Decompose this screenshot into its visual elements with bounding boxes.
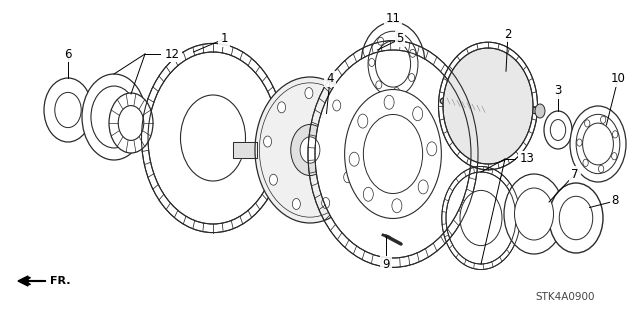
Ellipse shape (544, 111, 572, 149)
Ellipse shape (583, 159, 588, 167)
Ellipse shape (91, 86, 137, 148)
Ellipse shape (408, 73, 415, 81)
Polygon shape (363, 142, 385, 158)
Ellipse shape (264, 136, 271, 147)
Ellipse shape (300, 137, 320, 163)
Ellipse shape (460, 190, 502, 246)
Ellipse shape (322, 197, 330, 209)
Ellipse shape (600, 116, 606, 123)
Ellipse shape (392, 199, 402, 213)
Ellipse shape (368, 31, 418, 97)
Ellipse shape (376, 41, 411, 87)
Ellipse shape (550, 120, 566, 140)
Text: 2: 2 (504, 27, 512, 41)
Ellipse shape (55, 93, 81, 128)
Ellipse shape (446, 172, 516, 264)
Ellipse shape (278, 102, 285, 113)
Ellipse shape (148, 52, 278, 224)
Text: 11: 11 (385, 12, 401, 26)
Ellipse shape (180, 95, 246, 181)
Polygon shape (18, 276, 28, 286)
Ellipse shape (504, 174, 564, 254)
Ellipse shape (364, 115, 422, 194)
Ellipse shape (82, 74, 146, 160)
Ellipse shape (584, 120, 590, 127)
Text: 8: 8 (611, 195, 619, 207)
Ellipse shape (394, 87, 399, 95)
Text: 4: 4 (326, 72, 333, 85)
Text: 1: 1 (220, 33, 228, 46)
Text: 6: 6 (64, 48, 72, 61)
Ellipse shape (333, 100, 340, 111)
Ellipse shape (598, 165, 604, 173)
Ellipse shape (582, 123, 613, 165)
Ellipse shape (384, 95, 394, 109)
Ellipse shape (349, 152, 359, 166)
Ellipse shape (612, 131, 618, 138)
Ellipse shape (369, 58, 375, 66)
Ellipse shape (118, 106, 144, 140)
Ellipse shape (378, 37, 384, 45)
Ellipse shape (549, 183, 603, 253)
Text: FR.: FR. (50, 276, 70, 286)
Ellipse shape (315, 50, 471, 258)
Text: 10: 10 (611, 72, 625, 85)
Ellipse shape (570, 106, 626, 182)
Ellipse shape (364, 187, 373, 201)
Ellipse shape (427, 142, 437, 156)
Ellipse shape (344, 90, 442, 219)
Ellipse shape (576, 114, 620, 174)
Ellipse shape (515, 188, 554, 240)
Text: 9: 9 (382, 257, 390, 271)
Ellipse shape (292, 198, 300, 210)
Ellipse shape (344, 172, 352, 183)
Ellipse shape (535, 104, 545, 118)
Ellipse shape (291, 124, 329, 175)
Text: 5: 5 (396, 33, 404, 46)
Ellipse shape (559, 196, 593, 240)
Polygon shape (233, 142, 257, 158)
Ellipse shape (413, 107, 422, 121)
Text: 3: 3 (554, 85, 562, 98)
Ellipse shape (44, 78, 92, 142)
Ellipse shape (418, 180, 428, 194)
Ellipse shape (255, 77, 365, 223)
Ellipse shape (612, 152, 617, 160)
Ellipse shape (410, 49, 416, 57)
Ellipse shape (443, 48, 533, 164)
Ellipse shape (348, 133, 356, 144)
Text: 12: 12 (165, 48, 180, 61)
Ellipse shape (396, 33, 402, 41)
Ellipse shape (577, 139, 582, 146)
Text: 7: 7 (572, 167, 579, 181)
Ellipse shape (376, 81, 382, 89)
Ellipse shape (305, 88, 313, 99)
Ellipse shape (358, 114, 368, 128)
Ellipse shape (269, 174, 277, 185)
Ellipse shape (361, 22, 425, 106)
Text: 13: 13 (520, 152, 535, 166)
Text: STK4A0900: STK4A0900 (535, 292, 595, 302)
Ellipse shape (109, 93, 153, 153)
